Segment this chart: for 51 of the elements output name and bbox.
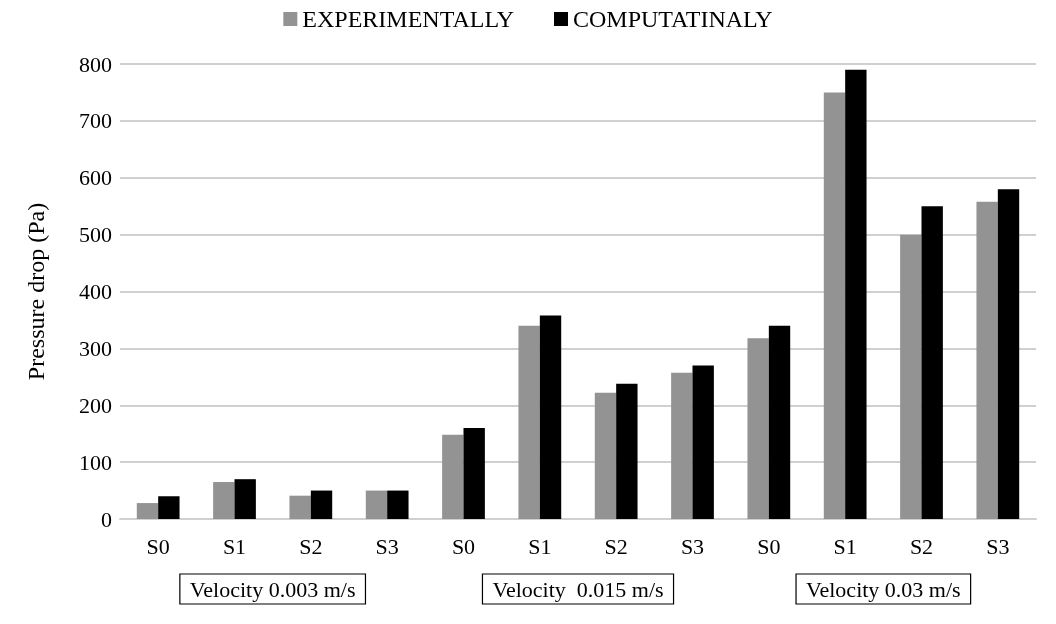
text: Velocity 0.015 m/s <box>492 576 664 602</box>
y-tick-label: 600 <box>79 165 112 191</box>
x-tick-label: S2 <box>604 533 628 559</box>
x-tick-label: S0 <box>451 533 476 559</box>
text: Velocity 0.003 m/s <box>189 576 356 602</box>
bar <box>158 496 180 519</box>
bar <box>518 325 540 519</box>
bar <box>442 434 464 519</box>
y-tick-label: 0 <box>101 506 112 532</box>
x-tick-label: S2 <box>909 533 934 559</box>
legend-label: COMPUTATINALY <box>572 6 773 32</box>
bar <box>539 315 562 519</box>
text: Velocity 0.03 m/s <box>806 576 961 602</box>
bar <box>213 482 235 519</box>
y-tick-label: 700 <box>79 108 112 134</box>
x-tick-label: S1 <box>222 533 247 559</box>
bar <box>616 383 638 519</box>
x-tick-label: S1 <box>528 533 552 559</box>
bar <box>823 92 846 519</box>
bar <box>234 479 256 519</box>
bar <box>365 490 388 519</box>
y-tick-label: 100 <box>79 449 112 475</box>
x-tick-label: S3 <box>680 533 705 559</box>
bar <box>463 428 485 519</box>
bar <box>845 69 867 519</box>
bar <box>997 189 1020 519</box>
bar <box>289 495 311 519</box>
bar <box>921 206 943 519</box>
y-tick-label: 300 <box>79 335 112 361</box>
bar <box>747 338 769 519</box>
bar <box>594 392 617 519</box>
legend-label: EXPERIMENTALLY <box>302 6 514 32</box>
y-tick-label: 500 <box>79 222 112 248</box>
x-tick-label: S0 <box>146 533 170 559</box>
bar <box>976 201 998 519</box>
y-tick-label: 800 <box>79 51 112 77</box>
y-axis-title: Pressure drop (Pa) <box>23 202 49 381</box>
bar <box>768 325 791 519</box>
bar <box>310 490 333 519</box>
y-tick-label: 400 <box>79 279 112 304</box>
bar <box>136 503 159 519</box>
x-tick-label: S0 <box>757 533 781 559</box>
bar <box>387 490 409 519</box>
x-tick-label: S1 <box>833 533 857 559</box>
y-tick-label: 200 <box>79 392 112 418</box>
x-tick-label: S3 <box>986 533 1010 559</box>
bar <box>900 234 922 519</box>
x-tick-label: S3 <box>375 533 399 559</box>
x-tick-label: S2 <box>299 533 323 559</box>
bar <box>692 365 714 519</box>
bar <box>671 372 693 519</box>
